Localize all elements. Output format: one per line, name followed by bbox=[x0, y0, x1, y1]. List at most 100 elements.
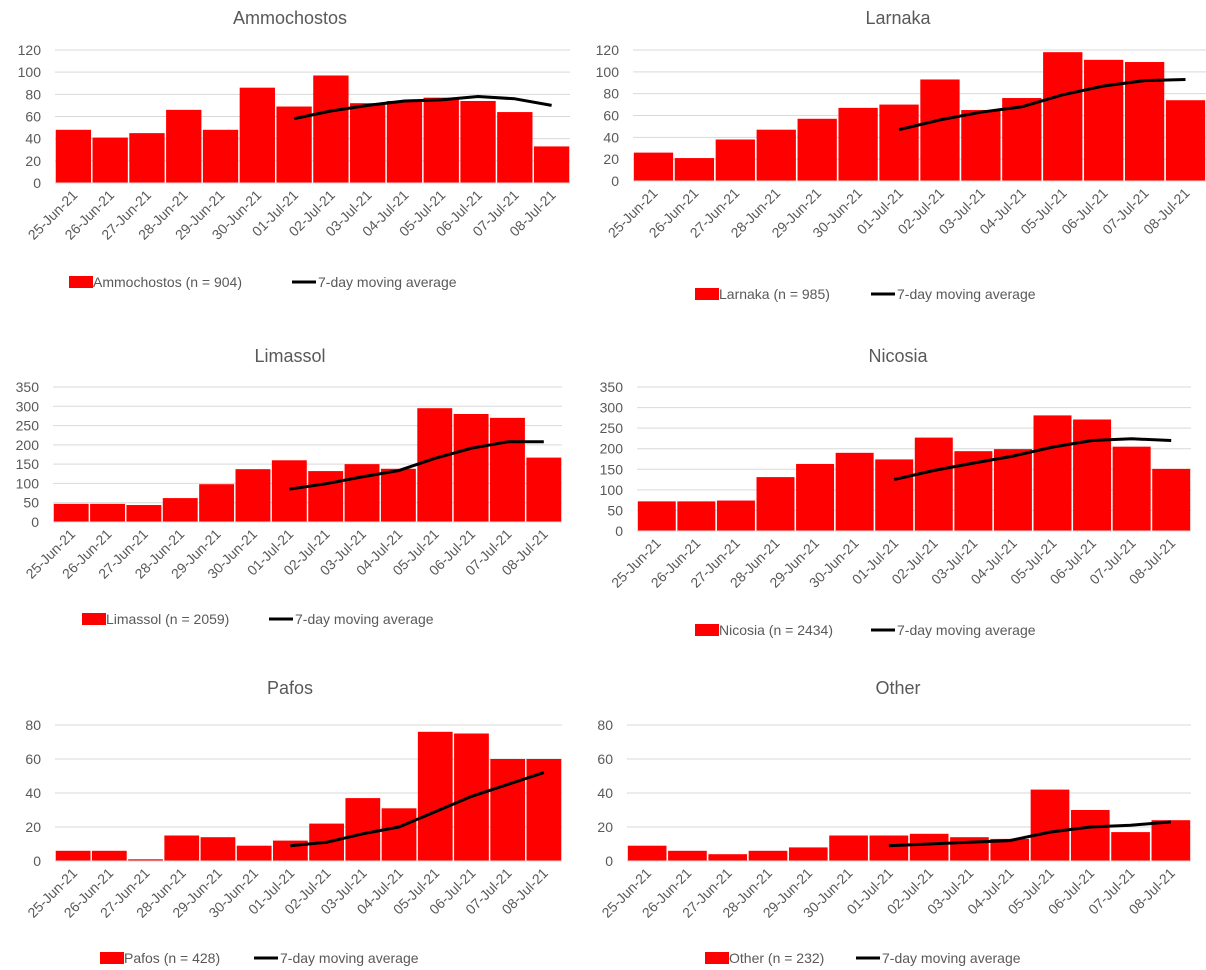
bar bbox=[526, 759, 562, 861]
chart-pafos: Pafos02040608025-Jun-2126-Jun-2127-Jun-2… bbox=[24, 678, 562, 966]
y-tick-label: 60 bbox=[597, 751, 613, 767]
bar bbox=[90, 503, 125, 522]
y-tick-label: 200 bbox=[600, 441, 624, 457]
bar bbox=[637, 501, 676, 531]
chart-title: Larnaka bbox=[865, 8, 931, 28]
legend-bar-label: Other (n = 232) bbox=[729, 950, 824, 966]
bar bbox=[627, 845, 667, 861]
y-tick-label: 20 bbox=[25, 819, 41, 835]
bar bbox=[313, 75, 349, 183]
bar bbox=[92, 137, 128, 183]
bar bbox=[1084, 59, 1124, 182]
bar bbox=[344, 464, 380, 522]
y-tick-label: 0 bbox=[615, 523, 623, 539]
chart-limassol: Limassol05010015020025030035025-Jun-2126… bbox=[16, 346, 562, 627]
bar bbox=[1002, 98, 1042, 181]
bar bbox=[497, 112, 533, 183]
moving-average-line bbox=[290, 771, 545, 848]
bar bbox=[235, 469, 271, 522]
bar bbox=[91, 850, 127, 861]
bar bbox=[53, 503, 89, 522]
bar bbox=[1033, 415, 1072, 531]
bar bbox=[128, 859, 163, 861]
bar bbox=[239, 87, 275, 183]
bar bbox=[756, 477, 795, 531]
legend-bar-label: Pafos (n = 428) bbox=[124, 950, 220, 966]
chart-title: Limassol bbox=[254, 346, 325, 366]
bar bbox=[199, 484, 235, 522]
bar bbox=[423, 97, 459, 183]
bar bbox=[453, 414, 489, 522]
y-tick-label: 60 bbox=[25, 109, 41, 125]
bar bbox=[1073, 419, 1112, 531]
bar bbox=[875, 459, 914, 531]
bar bbox=[490, 759, 526, 861]
bar bbox=[920, 79, 960, 181]
y-tick-label: 150 bbox=[16, 456, 40, 472]
legend-bar-swatch bbox=[100, 952, 124, 964]
y-tick-label: 40 bbox=[25, 785, 41, 801]
legend: Larnaka (n = 985) 7-day moving average bbox=[695, 286, 1036, 302]
bar bbox=[1165, 100, 1206, 181]
legend-bar-swatch bbox=[69, 276, 93, 288]
bar bbox=[1151, 820, 1191, 861]
legend-line-label: 7-day moving average bbox=[318, 274, 457, 290]
moving-average-line bbox=[898, 78, 1186, 132]
moving-average-line bbox=[293, 95, 552, 121]
bar bbox=[417, 731, 453, 861]
y-tick-label: 120 bbox=[596, 42, 620, 58]
bar bbox=[796, 463, 835, 531]
bar bbox=[350, 103, 386, 183]
y-tick-label: 300 bbox=[600, 400, 624, 416]
bar bbox=[380, 468, 416, 522]
y-tick-label: 20 bbox=[25, 153, 41, 169]
y-tick-label: 50 bbox=[23, 495, 39, 511]
bar bbox=[533, 146, 570, 183]
bar bbox=[1043, 52, 1083, 181]
bar bbox=[835, 452, 874, 531]
bar bbox=[1111, 832, 1150, 861]
y-tick-label: 50 bbox=[607, 502, 623, 518]
bar bbox=[381, 808, 417, 861]
chart-nicosia: Nicosia05010015020025030035025-Jun-2126-… bbox=[600, 346, 1191, 638]
y-tick-label: 20 bbox=[603, 151, 619, 167]
bar bbox=[1112, 446, 1151, 531]
y-tick-label: 60 bbox=[25, 751, 41, 767]
legend-line-label: 7-day moving average bbox=[882, 950, 1021, 966]
legend: Pafos (n = 428) 7-day moving average bbox=[100, 950, 419, 966]
legend: Limassol (n = 2059) 7-day moving average bbox=[82, 611, 434, 627]
bar bbox=[1152, 468, 1191, 531]
y-tick-label: 250 bbox=[600, 420, 624, 436]
y-tick-label: 0 bbox=[605, 853, 613, 869]
legend-line-label: 7-day moving average bbox=[295, 611, 434, 627]
legend-bar-swatch bbox=[695, 288, 719, 300]
bar bbox=[236, 845, 272, 861]
y-tick-label: 80 bbox=[603, 86, 619, 102]
legend-bar-label: Limassol (n = 2059) bbox=[106, 611, 229, 627]
y-tick-label: 40 bbox=[25, 131, 41, 147]
bar bbox=[633, 152, 674, 181]
bar bbox=[716, 500, 755, 531]
moving-average-line bbox=[289, 440, 544, 491]
chart-title: Nicosia bbox=[868, 346, 928, 366]
bar bbox=[748, 850, 788, 861]
y-tick-label: 100 bbox=[18, 64, 42, 80]
bar bbox=[164, 835, 200, 861]
legend-bar-label: Larnaka (n = 985) bbox=[719, 286, 830, 302]
moving-average-line bbox=[888, 820, 1172, 848]
legend-line-label: 7-day moving average bbox=[897, 622, 1036, 638]
legend-line-label: 7-day moving average bbox=[897, 286, 1036, 302]
y-tick-label: 120 bbox=[18, 42, 42, 58]
legend-bar-swatch bbox=[82, 613, 106, 625]
bar bbox=[788, 847, 828, 861]
y-tick-label: 350 bbox=[16, 379, 40, 395]
bar bbox=[668, 850, 707, 861]
bar bbox=[708, 854, 748, 861]
bar bbox=[417, 408, 453, 522]
y-tick-label: 200 bbox=[16, 437, 40, 453]
bar bbox=[386, 100, 423, 183]
y-tick-label: 20 bbox=[597, 819, 613, 835]
bar bbox=[869, 835, 909, 861]
legend: Nicosia (n = 2434) 7-day moving average bbox=[695, 622, 1036, 638]
bar bbox=[55, 850, 91, 861]
